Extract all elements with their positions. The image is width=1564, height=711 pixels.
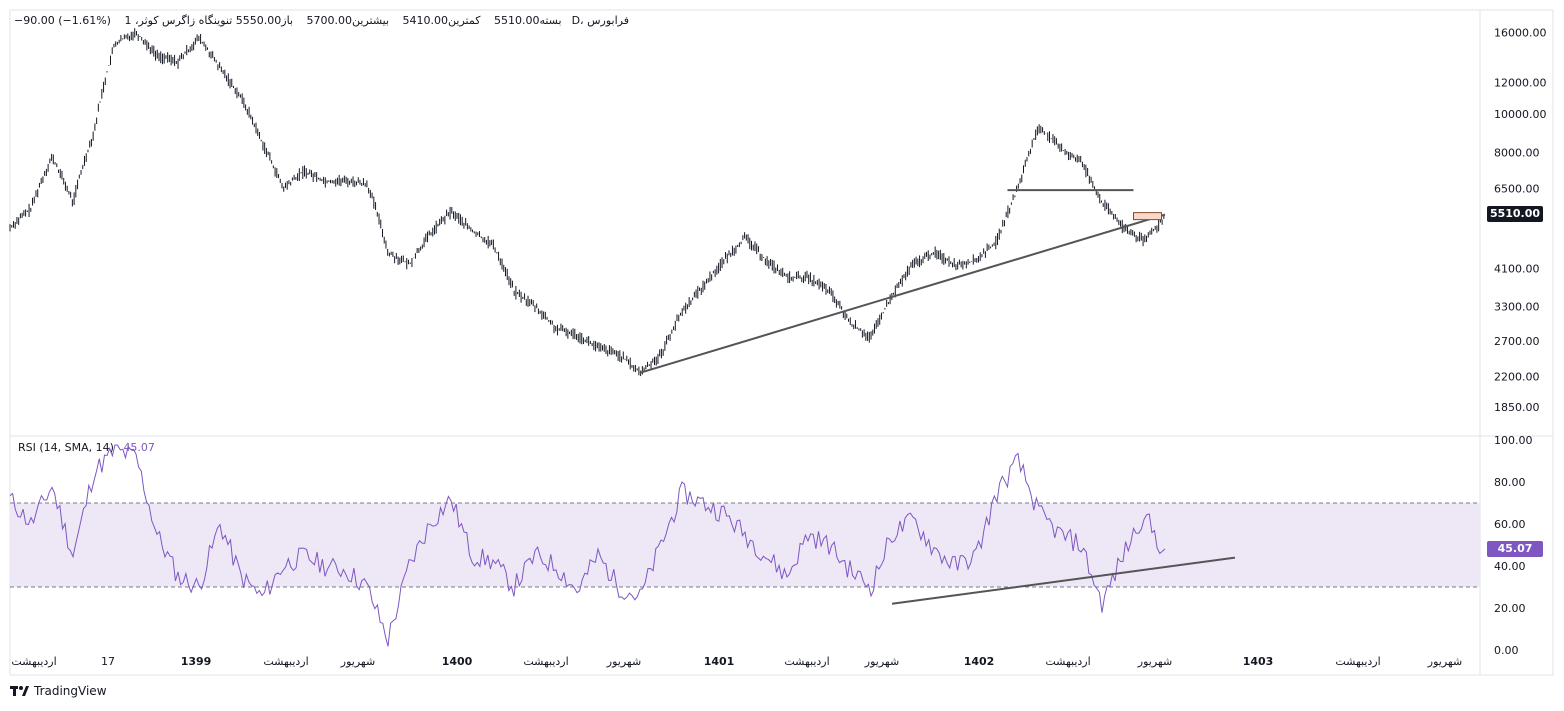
- high-value: بیشترین5700.00: [306, 14, 390, 27]
- price-tick-label: 16000.00: [1494, 26, 1547, 39]
- rsi-tick-label: 100.00: [1494, 434, 1533, 447]
- rsi-value-badge: 45.07: [1487, 541, 1543, 557]
- close-value: بسته5510.00: [493, 14, 562, 27]
- time-axis-label: شهریور: [340, 655, 375, 668]
- time-axis-label: شهریور: [1137, 655, 1172, 668]
- time-axis-label: 1403: [1243, 655, 1274, 668]
- rsi-tick-label: 20.00: [1494, 602, 1526, 615]
- rsi-tick-label: 80.00: [1494, 476, 1526, 489]
- change-value: −90.00 (−1.61%): [14, 14, 111, 27]
- time-axis-label: 1399: [181, 655, 212, 668]
- support-trendline: [639, 213, 1166, 374]
- last-price-badge: 5510.00: [1487, 206, 1543, 222]
- rsi-line: [9, 444, 1166, 647]
- time-axis-label: اردیبهشت: [263, 655, 308, 668]
- rsi-tick-label: 40.00: [1494, 560, 1526, 573]
- price-tick-label: 12000.00: [1494, 76, 1547, 89]
- price-marker-box: [1133, 212, 1162, 221]
- footer-brand[interactable]: TradingView: [10, 684, 107, 698]
- tradingview-logo-icon: [10, 686, 29, 696]
- price-tick-label: 3300.00: [1494, 300, 1540, 313]
- time-axis-label: شهریور: [864, 655, 899, 668]
- price-tick-label: 10000.00: [1494, 108, 1547, 121]
- time-axis-label: اردیبهشت: [1045, 655, 1090, 668]
- time-axis-label: 1401: [704, 655, 735, 668]
- rsi-label: RSI (14, SMA, 14): [18, 441, 114, 454]
- time-axis-label: اردیبهشت: [1335, 655, 1380, 668]
- time-axis-label: شهریور: [1427, 655, 1462, 668]
- price-tick-label: 8000.00: [1494, 147, 1540, 160]
- price-tick-label: 2700.00: [1494, 335, 1540, 348]
- time-axis-label: اردیبهشت: [523, 655, 568, 668]
- price-tick-label: 4100.00: [1494, 263, 1540, 276]
- chart-frame: [9, 9, 1554, 676]
- open-value: باز5550.00: [235, 14, 294, 27]
- low-value: کمترین5410.00: [402, 14, 481, 27]
- rsi-tick-label: 0.00: [1494, 644, 1519, 657]
- chart-header: −90.00 (−1.61%) بسته5510.00 کمترین5410.0…: [14, 14, 639, 27]
- time-axis-label: اردیبهشت: [11, 655, 56, 668]
- price-tick-label: 6500.00: [1494, 183, 1540, 196]
- rsi-value: 45.07: [123, 441, 155, 454]
- rsi-band: [10, 503, 1480, 587]
- price-tick-label: 1850.00: [1494, 401, 1540, 414]
- time-axis-label: 17: [101, 655, 115, 668]
- time-axis-label: اردیبهشت: [784, 655, 829, 668]
- price-candles: [9, 28, 1165, 377]
- time-axis-label: شهریور: [606, 655, 641, 668]
- rsi-legend[interactable]: RSI (14, SMA, 14) 45.07: [18, 441, 155, 454]
- rsi-trendline: [891, 556, 1236, 605]
- rsi-tick-label: 60.00: [1494, 518, 1526, 531]
- time-axis-label: 1402: [964, 655, 995, 668]
- brand-name: TradingView: [34, 684, 107, 698]
- time-axis-label: 1400: [442, 655, 473, 668]
- symbol-title[interactable]: تنوینگاه زاگرس کوثر، 1D، فرابورس: [124, 14, 629, 27]
- price-tick-label: 2200.00: [1494, 371, 1540, 384]
